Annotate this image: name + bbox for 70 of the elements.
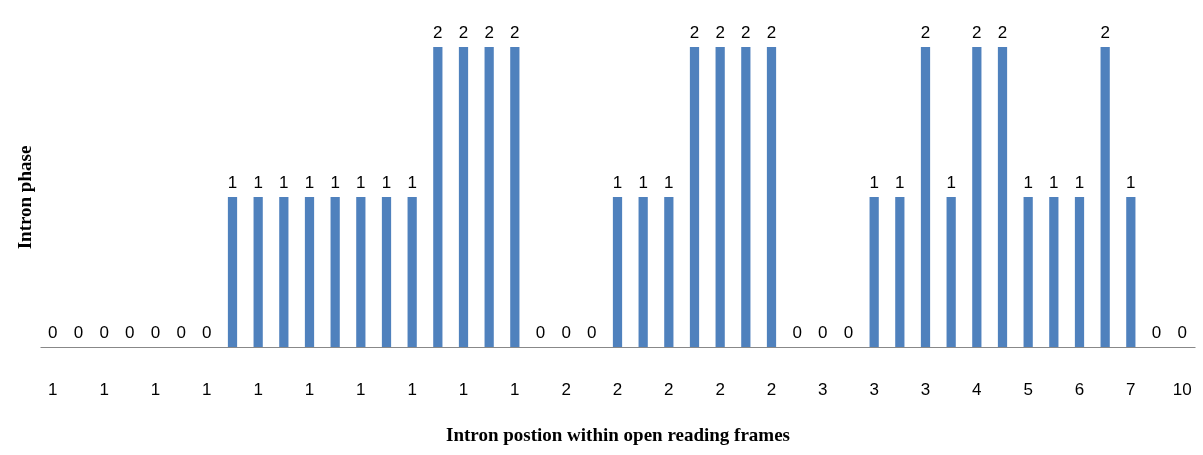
data-label: 1 [1074,173,1085,192]
x-tick-label: 10 [1172,379,1192,399]
x-tick-label: 2 [766,379,777,399]
data-label: 0 [561,323,571,342]
x-tick-label: 6 [1074,379,1085,399]
x-tick-label: 3 [920,379,931,399]
data-label: 0 [1177,323,1187,342]
x-tick-label: 1 [48,379,58,399]
data-label: 1 [330,173,340,192]
x-tick-label: 4 [972,379,982,399]
x-axis-title: Intron postion within open reading frames [446,423,790,445]
data-label: 0 [99,323,109,342]
data-label: 2 [972,23,982,42]
data-label: 0 [792,323,802,342]
x-tick-label: 1 [356,379,366,399]
data-label: 1 [664,173,674,192]
data-label: 0 [48,323,58,342]
data-label: 0 [535,323,546,342]
x-tick-label: 1 [99,379,109,399]
data-label: 2 [997,23,1008,42]
data-label: 2 [1100,23,1110,42]
data-label: 0 [818,323,828,342]
x-tick-label: 3 [818,379,828,399]
data-label: 2 [689,23,700,42]
data-label: 1 [869,173,879,192]
data-label: 0 [73,323,84,342]
y-axis-title: Intron phase [13,145,35,250]
data-label: 2 [510,23,520,42]
x-tick-label: 1 [458,379,469,399]
data-label: 1 [638,173,648,192]
data-label: 2 [484,23,494,42]
data-label: 2 [920,23,931,42]
data-label: 2 [458,23,469,42]
data-label: 1 [253,173,263,192]
data-label: 1 [895,173,905,192]
x-tick-label: 5 [1023,379,1033,399]
x-tick-label: 1 [510,379,520,399]
data-label: 1 [304,173,315,192]
x-tick-label: 2 [664,379,674,399]
data-label: 1 [1049,173,1059,192]
x-tick-label: 1 [253,379,263,399]
data-label: 0 [1151,323,1162,342]
data-label: 0 [587,323,597,342]
data-label: 2 [741,23,751,42]
x-tick-label: 1 [407,379,417,399]
x-tick-label: 2 [612,379,623,399]
data-label: 1 [612,173,623,192]
data-label: 2 [715,23,725,42]
data-label: 1 [407,173,417,192]
data-label: 0 [843,323,854,342]
x-tick-label: 1 [150,379,161,399]
data-label: 1 [227,173,238,192]
data-label: 0 [125,323,135,342]
data-label: 0 [150,323,161,342]
x-tick-label: 1 [202,379,212,399]
x-tick-label: 2 [715,379,725,399]
data-label: 0 [176,323,186,342]
data-label: 1 [381,173,392,192]
data-label: 1 [279,173,289,192]
data-label: 1 [1023,173,1033,192]
x-tick-label: 2 [561,379,571,399]
data-label: 0 [202,323,212,342]
data-label: 1 [356,173,366,192]
data-label: 2 [766,23,777,42]
data-label: 2 [433,23,443,42]
x-tick-label: 7 [1126,379,1136,399]
x-tick-label: 3 [869,379,879,399]
x-tick-label: 1 [304,379,315,399]
data-label: 1 [1126,173,1136,192]
data-label: 1 [946,173,956,192]
